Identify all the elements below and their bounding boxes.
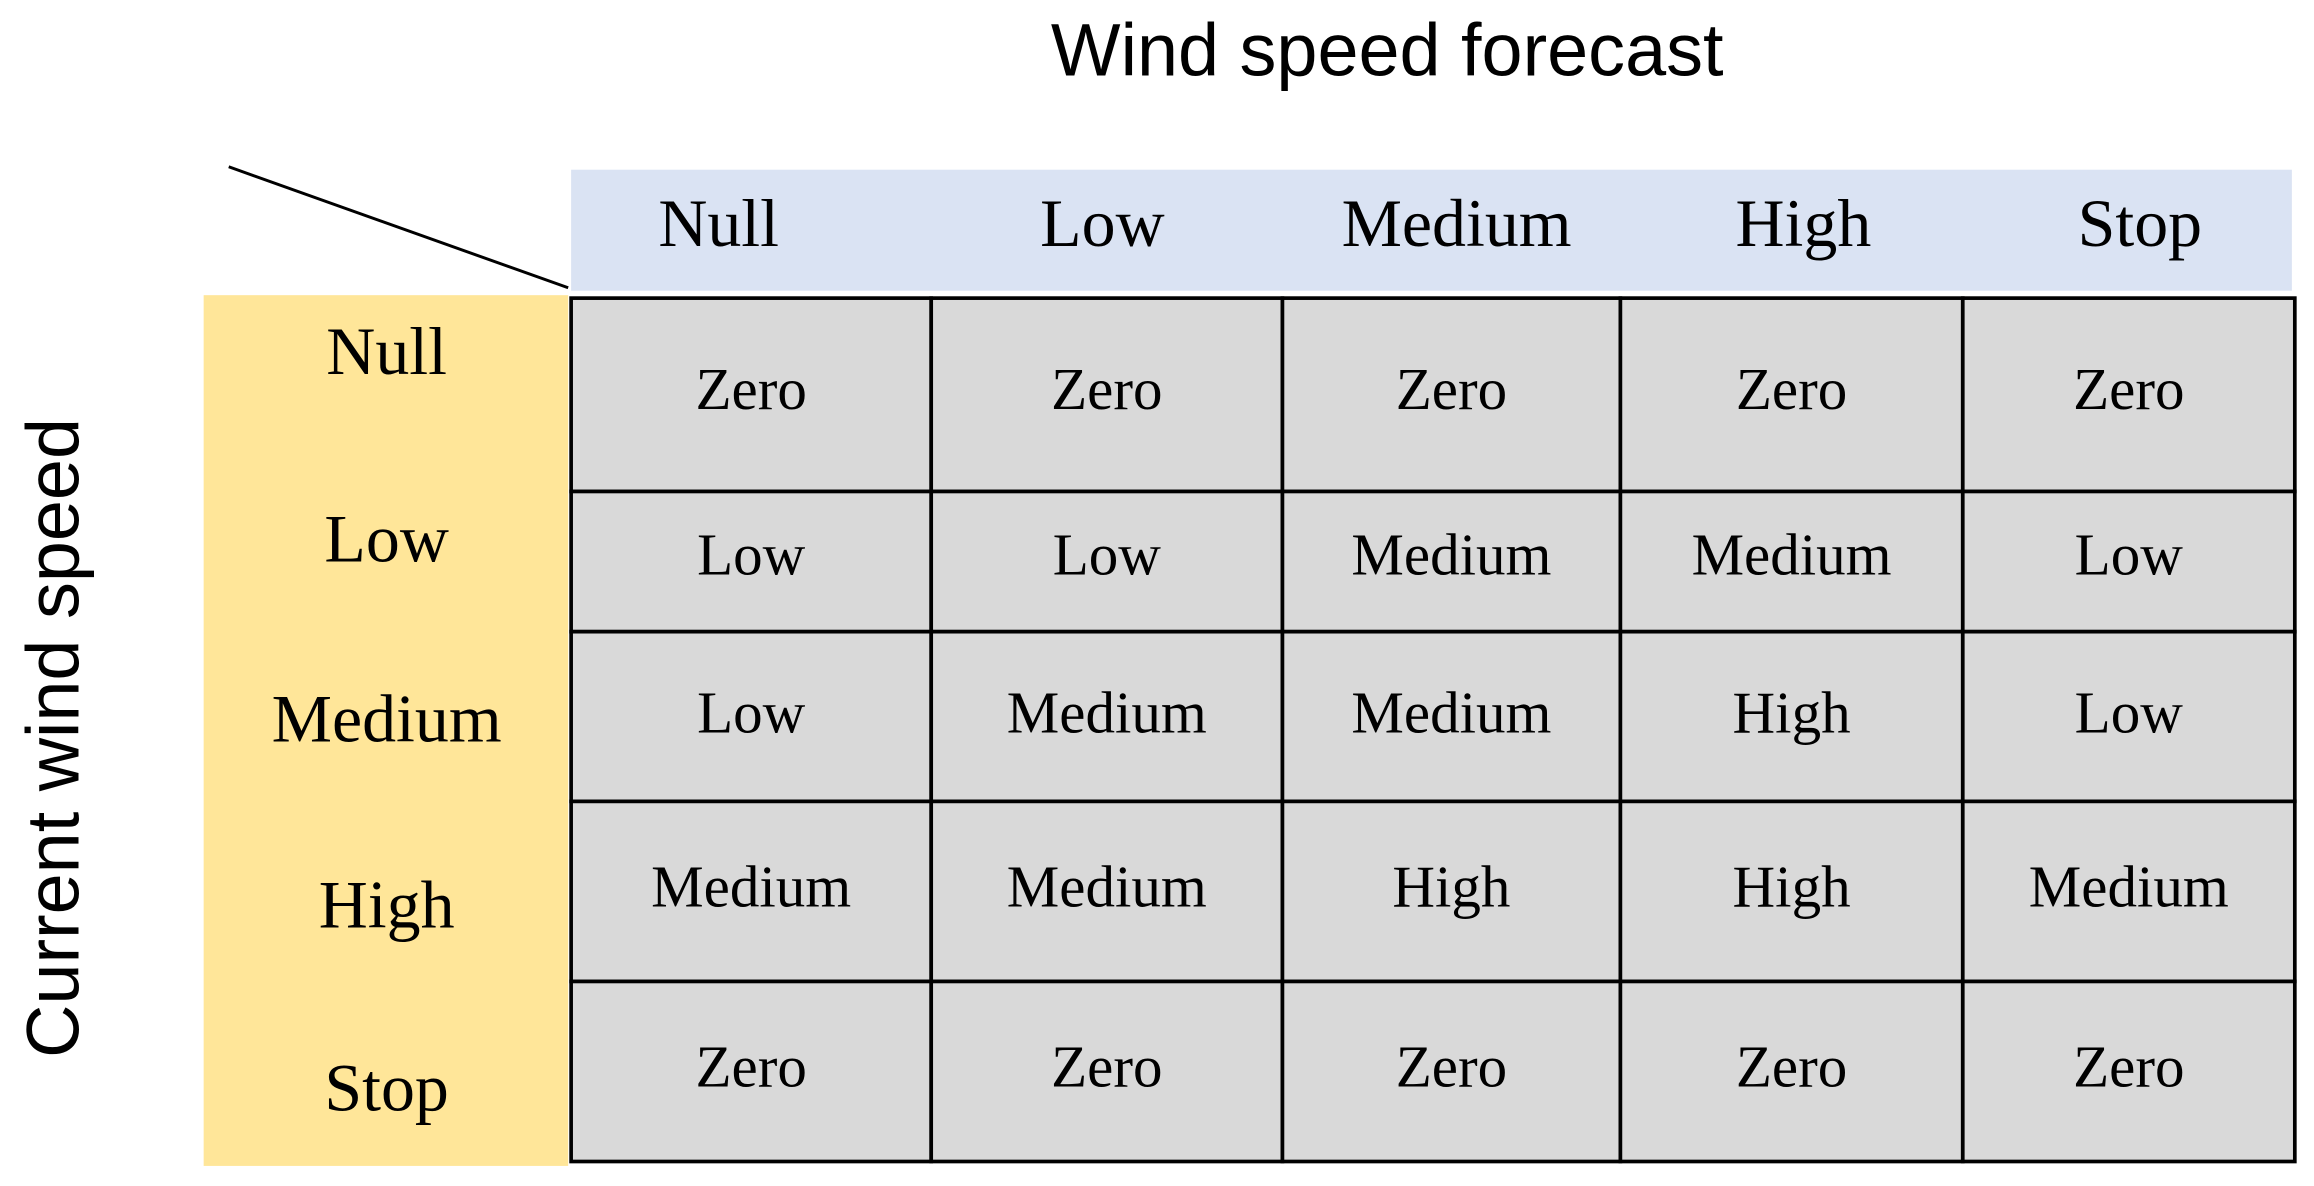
- column-header: Null: [658, 186, 779, 261]
- cell: [1280, 799, 1623, 984]
- cell-text: Zero: [2073, 356, 2184, 422]
- cell-text: Low: [2075, 521, 2184, 587]
- column-header: Medium: [1342, 186, 1572, 261]
- cell: [569, 629, 934, 804]
- cell-text: Zero: [1396, 1033, 1507, 1099]
- cell-text: Medium: [651, 853, 851, 919]
- cell: [1960, 296, 2297, 494]
- cell: [1280, 979, 1623, 1164]
- cell-text: Low: [697, 679, 806, 745]
- cell-text: Medium: [2029, 853, 2229, 919]
- cell-text: High: [1392, 853, 1510, 919]
- header-band: [571, 169, 2292, 291]
- cell-text: Zero: [1736, 356, 1847, 422]
- column-header: Low: [1040, 186, 1164, 261]
- cell-text: High: [1733, 679, 1851, 745]
- row-header: Null: [326, 314, 447, 389]
- column-header: Stop: [2078, 186, 2202, 261]
- cell: [929, 489, 1285, 634]
- cell-text: High: [1733, 853, 1851, 919]
- cell: [929, 629, 1285, 804]
- cell-text: Low: [2075, 679, 2184, 745]
- row-header: Medium: [272, 682, 502, 757]
- cell: [1618, 979, 1965, 1164]
- cell-text: Zero: [695, 356, 806, 422]
- row-header: High: [319, 868, 455, 943]
- cell-text: Low: [697, 521, 806, 587]
- row-header-band: [203, 295, 569, 1166]
- cell-text: Zero: [2073, 1033, 2184, 1099]
- cell-text: Medium: [1351, 679, 1551, 745]
- cell: [1960, 629, 2297, 804]
- cell-text: Zero: [1736, 1033, 1847, 1099]
- cell: [929, 799, 1285, 984]
- cell: [569, 489, 934, 634]
- cell-text: Medium: [1351, 521, 1551, 587]
- cell-text: Zero: [1051, 1033, 1162, 1099]
- cell: [1280, 629, 1623, 804]
- title: Wind speed forecast: [1051, 9, 1724, 92]
- cell-text: Medium: [1007, 853, 1207, 919]
- cell-text: Medium: [1007, 679, 1207, 745]
- column-header: High: [1736, 186, 1872, 261]
- cell: [569, 979, 934, 1164]
- cell-text: Zero: [1051, 356, 1162, 422]
- cell: [1960, 489, 2297, 634]
- grid: Zero Zero Zero Zero Zero Low Low Medium Medium Lo…: [569, 296, 2297, 1164]
- cell: [1618, 296, 1965, 494]
- row-axis-label: Current wind speed: [12, 418, 95, 1058]
- cell-text: Low: [1053, 521, 1162, 587]
- cell-text: Zero: [695, 1033, 806, 1099]
- row-header: Stop: [324, 1051, 448, 1126]
- cell-text: Zero: [1396, 356, 1507, 422]
- row-header: Low: [324, 502, 448, 577]
- cell: [1960, 979, 2297, 1164]
- cell-text: Medium: [1692, 521, 1892, 587]
- cell: [1618, 629, 1965, 804]
- cell: [1960, 799, 2297, 984]
- corner-diagonal: [228, 165, 569, 290]
- cell: [1280, 489, 1623, 634]
